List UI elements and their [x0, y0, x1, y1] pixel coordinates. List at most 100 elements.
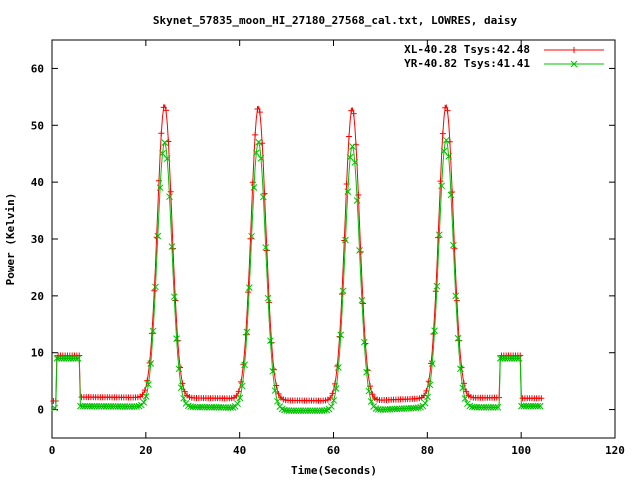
data-point: [349, 143, 356, 150]
data-point: [252, 131, 259, 138]
data-point: [330, 397, 338, 404]
x-tick-label: 20: [139, 444, 152, 457]
data-point: [154, 232, 162, 240]
data-point: [513, 355, 521, 362]
data-point: [445, 153, 453, 160]
data-point: [266, 299, 273, 306]
data-point: [447, 191, 455, 199]
data-point: [492, 403, 499, 411]
data-point: [174, 337, 181, 344]
data-point: [367, 398, 375, 405]
data-point: [170, 293, 178, 301]
data-point: [268, 339, 275, 346]
data-point: [353, 197, 361, 204]
data-point: [236, 394, 244, 402]
data-point: [175, 365, 183, 373]
x-tick-label: 0: [49, 444, 56, 457]
data-point: [345, 133, 352, 140]
data-point: [424, 393, 431, 401]
data-point: [235, 388, 242, 395]
data-point: [421, 399, 429, 407]
chart-title: Skynet_57835_moon_HI_27180_27568_cal.txt…: [153, 14, 518, 27]
data-point: [245, 284, 253, 291]
data-point: [166, 193, 173, 201]
data-point: [433, 282, 441, 290]
data-point: [241, 361, 248, 369]
data-point: [275, 390, 282, 397]
data-point: [152, 283, 159, 291]
data-point: [438, 182, 445, 190]
data-point: [365, 387, 373, 395]
data-point: [238, 382, 246, 390]
data-point: [454, 334, 462, 342]
data-point: [435, 231, 443, 239]
data-point: [177, 384, 185, 392]
data-point: [245, 289, 252, 296]
data-point: [257, 155, 265, 162]
data-point: [355, 192, 362, 199]
data-point: [428, 360, 435, 367]
data-point: [360, 338, 368, 346]
y-tick-label: 50: [31, 119, 44, 132]
data-point: [538, 395, 545, 402]
x-axis-label: Time(Seconds): [291, 464, 377, 477]
data-point: [450, 241, 457, 249]
data-point: [348, 107, 355, 114]
series-layer: [50, 103, 545, 415]
legend: XL-40.28 Tsys:42.48 YR-40.82 Tsys:41.41: [404, 43, 604, 70]
data-point: [452, 292, 460, 300]
data-point: [247, 235, 254, 242]
x-tick-label: 100: [511, 444, 531, 457]
data-point: [431, 327, 438, 335]
data-point: [170, 245, 177, 252]
data-point: [328, 403, 335, 410]
data-point: [369, 391, 376, 398]
y-tick-label: 20: [31, 290, 44, 303]
data-point: [327, 394, 334, 401]
data-point: [158, 130, 165, 137]
data-point: [271, 387, 279, 394]
x-tick-label: 120: [605, 444, 625, 457]
data-point: [173, 335, 180, 342]
data-point: [439, 130, 446, 137]
data-point: [262, 244, 270, 251]
data-point: [142, 393, 150, 400]
series-0: [50, 103, 545, 405]
data-point: [254, 106, 261, 113]
legend-label-xl: XL-40.28 Tsys:42.48: [404, 43, 530, 56]
y-tick-label: 30: [31, 233, 44, 246]
data-point: [269, 367, 277, 375]
data-point: [252, 149, 260, 157]
data-point: [320, 407, 328, 414]
legend-label-yr: YR-40.82 Tsys:41.41: [404, 57, 530, 70]
data-point: [339, 287, 347, 295]
legend-marker: [571, 47, 577, 53]
data-point: [442, 136, 450, 144]
x-tick-label: 80: [421, 444, 434, 457]
data-point: [494, 403, 502, 411]
plot-area: [51, 39, 616, 439]
series-line: [53, 138, 542, 412]
data-point: [534, 402, 542, 410]
data-point: [515, 355, 523, 362]
data-point: [161, 139, 169, 146]
y-axis-label: Power (Kelvin): [4, 193, 17, 286]
data-point: [163, 155, 171, 162]
data-point: [163, 107, 170, 114]
data-point: [337, 331, 345, 339]
data-point: [329, 390, 336, 397]
data-point: [363, 368, 370, 376]
data-point: [536, 402, 544, 410]
data-point: [156, 184, 164, 192]
data-point: [457, 365, 464, 373]
data-point: [264, 294, 272, 302]
data-point: [267, 337, 274, 345]
data-point: [74, 355, 82, 362]
data-point: [167, 188, 174, 195]
data-point: [426, 381, 434, 389]
data-point: [140, 399, 148, 406]
data-point: [356, 246, 363, 254]
series-line: [53, 103, 542, 402]
series-1: [51, 136, 544, 415]
